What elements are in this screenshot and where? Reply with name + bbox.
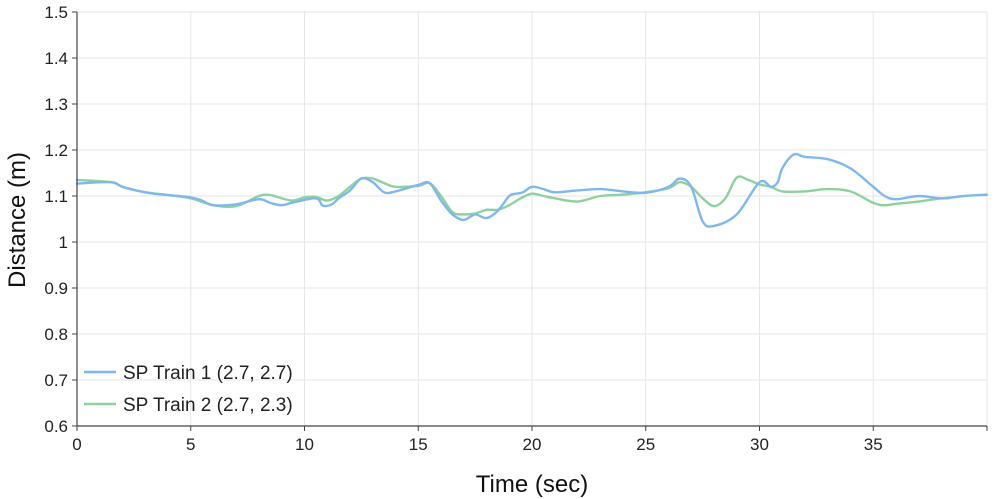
x-tick-label: 5 [186, 435, 195, 454]
legend-label-series-1: SP Train 1 (2.7, 2.7) [123, 363, 293, 384]
y-tick-label: 0.9 [44, 279, 68, 298]
y-tick-label: 1.3 [44, 95, 68, 114]
series-line-1 [75, 152, 989, 228]
x-tick-label: 30 [750, 435, 769, 454]
x-tick-label: 10 [295, 435, 314, 454]
legend: SP Train 1 (2.7, 2.7) SP Train 2 (2.7, 2… [84, 363, 293, 416]
series-lines [75, 152, 989, 228]
legend-label-series-2: SP Train 2 (2.7, 2.3) [123, 395, 293, 416]
y-tick-label: 0.6 [44, 417, 68, 436]
y-tick-label: 1.1 [44, 187, 68, 206]
tick-labels: 0 5 10 15 20 25 30 35 0.6 0.7 0.8 0.9 1 1.1 1.2 1.3 1.4 1… [44, 3, 882, 454]
y-tick-label: 1.5 [44, 3, 68, 22]
y-tick-label: 1 [59, 233, 68, 252]
grid [77, 11, 988, 426]
axes [72, 11, 988, 431]
series-line-2 [75, 175, 950, 216]
x-tick-label: 25 [636, 435, 655, 454]
y-tick-label: 1.2 [44, 141, 68, 160]
x-tick-label: 35 [864, 435, 883, 454]
y-tick-label: 0.7 [44, 371, 68, 390]
x-tick-label: 20 [523, 435, 542, 454]
x-axis-title: Time (sec) [476, 471, 588, 498]
y-axis-title: Distance (m) [4, 152, 31, 288]
x-tick-label: 0 [72, 435, 81, 454]
y-tick-label: 0.8 [44, 325, 68, 344]
y-tick-label: 1.4 [44, 49, 68, 68]
x-tick-label: 15 [409, 435, 428, 454]
